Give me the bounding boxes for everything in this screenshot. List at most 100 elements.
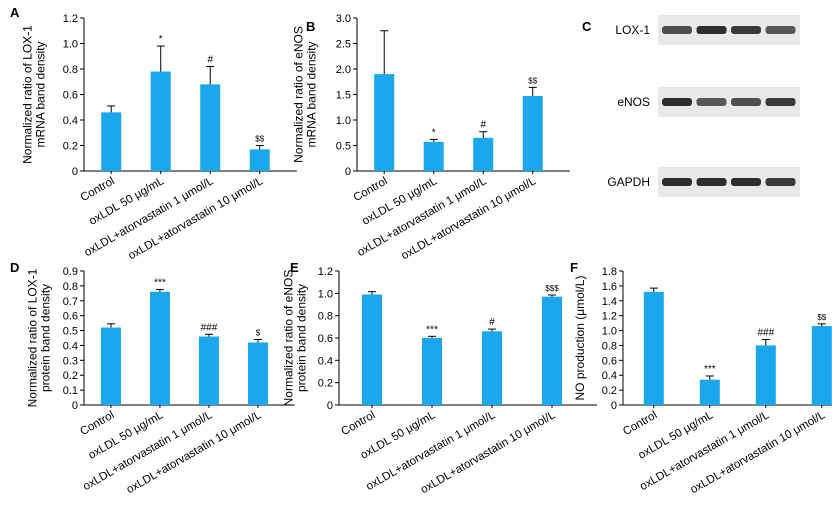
panel-letter-e: E bbox=[290, 260, 299, 275]
y-axis-label: Normalized ratio of LOX-1 bbox=[26, 268, 40, 407]
bar-4 bbox=[811, 326, 832, 405]
y-tick-label: 1.8 bbox=[602, 266, 617, 278]
y-tick-label: 0.8 bbox=[63, 64, 78, 76]
y-axis-label: Normalized ratio of LOX-1 bbox=[21, 25, 35, 164]
significance-label: $$ bbox=[255, 135, 264, 144]
bar-1 bbox=[101, 112, 122, 171]
y-axis-label: protein band density bbox=[295, 284, 309, 392]
significance-label: ### bbox=[757, 327, 774, 338]
blot-band bbox=[696, 26, 727, 34]
y-tick-label: 0.5 bbox=[63, 326, 78, 338]
y-tick-label: 2.0 bbox=[336, 64, 351, 76]
bar-1 bbox=[643, 291, 664, 405]
significance-label: $$ bbox=[817, 313, 826, 322]
bar-2 bbox=[423, 141, 444, 171]
category-label: Control bbox=[78, 409, 116, 438]
y-tick-label: 1.6 bbox=[602, 281, 617, 293]
panel-letter-c: C bbox=[582, 19, 592, 34]
y-tick-label: 0.3 bbox=[63, 355, 78, 367]
y-tick-label: 1.0 bbox=[336, 115, 351, 127]
y-axis-label: mRNA band density bbox=[305, 41, 319, 147]
category-label: Control bbox=[339, 409, 377, 438]
panel-letter-b: B bbox=[306, 19, 315, 34]
significance-label: $ bbox=[256, 328, 261, 337]
blot-band bbox=[731, 26, 761, 34]
y-axis-label: NO production (μmol/L) bbox=[573, 276, 587, 401]
significance-label: # bbox=[489, 317, 495, 328]
blot-band bbox=[696, 178, 727, 186]
bar-4 bbox=[249, 149, 270, 171]
y-tick-label: 0 bbox=[72, 400, 78, 412]
panel-f-chart: F 0 0.2 0.4 0.6 0.8 1.0 1.2 1.4 1.6 1.8 NO producti… bbox=[570, 260, 832, 496]
bar-2 bbox=[422, 338, 442, 405]
bar-4 bbox=[247, 342, 268, 405]
y-axis-label: mRNA band density bbox=[34, 41, 48, 147]
y-tick-label: 0.2 bbox=[318, 378, 333, 390]
y-tick-label: 0.1 bbox=[63, 385, 78, 397]
bar-1 bbox=[362, 294, 382, 405]
category-label: Control bbox=[79, 175, 117, 204]
significance-label: $$$ bbox=[545, 284, 559, 293]
panel-letter-f: F bbox=[570, 260, 578, 275]
y-tick-label: 1.0 bbox=[318, 288, 333, 300]
y-tick-label: 1.5 bbox=[336, 90, 351, 102]
bar-3 bbox=[200, 84, 221, 171]
bar-3 bbox=[198, 336, 219, 405]
bar-3 bbox=[473, 137, 494, 171]
panel-b-chart: B 0 0.5 1.0 1.5 2.0 2.5 3.0 Normalized ratio of … bbox=[292, 13, 570, 262]
y-tick-label: 1.2 bbox=[602, 311, 617, 323]
blot-band bbox=[696, 98, 727, 106]
blot-band bbox=[765, 178, 796, 186]
blot-row-label: GAPDH bbox=[607, 175, 650, 189]
y-tick-label: 0.5 bbox=[336, 141, 351, 153]
y-tick-label: 0.4 bbox=[63, 115, 78, 127]
significance-label: *** bbox=[704, 364, 716, 375]
y-tick-label: 0.6 bbox=[63, 311, 78, 323]
blot-band bbox=[662, 98, 692, 106]
category-label: Control bbox=[352, 175, 390, 204]
bar-4 bbox=[522, 96, 543, 171]
y-tick-label: 0 bbox=[611, 400, 617, 412]
y-tick-label: 0.2 bbox=[602, 385, 617, 397]
significance-label: # bbox=[480, 120, 486, 131]
y-tick-label: 0.6 bbox=[63, 90, 78, 102]
y-tick-label: 0 bbox=[327, 400, 333, 412]
panel-e-chart: E 0 0.2 0.4 0.6 0.8 1.0 1.2 Normalized ratio of … bbox=[282, 260, 597, 496]
panel-letter-d: D bbox=[10, 260, 19, 275]
blot-band bbox=[662, 178, 692, 186]
bar-4 bbox=[542, 296, 562, 405]
y-tick-label: 0.8 bbox=[318, 311, 333, 323]
y-tick-label: 0 bbox=[345, 166, 351, 178]
y-tick-label: 0.8 bbox=[602, 340, 617, 352]
category-label: Control bbox=[621, 409, 659, 438]
y-tick-label: 0.4 bbox=[63, 340, 78, 352]
significance-label: $$ bbox=[528, 76, 537, 85]
y-tick-label: 0 bbox=[72, 166, 78, 178]
significance-label: * bbox=[432, 127, 436, 138]
y-tick-label: 0.7 bbox=[63, 296, 78, 308]
bar-3 bbox=[482, 331, 502, 405]
panel-d-chart: D 0 0.1 0.2 0.3 0.4 0.5 0.6 0.7 0.8 0.9 Normalized … bbox=[10, 260, 295, 496]
blot-row-label: LOX-1 bbox=[615, 23, 650, 37]
bar-2 bbox=[150, 71, 171, 171]
blot-band bbox=[765, 26, 796, 34]
significance-label: # bbox=[207, 54, 213, 65]
y-tick-label: 0.9 bbox=[63, 266, 78, 278]
bar-1 bbox=[374, 74, 395, 171]
y-tick-label: 0.4 bbox=[602, 370, 617, 382]
bar-3 bbox=[755, 345, 776, 405]
significance-label: ### bbox=[201, 322, 218, 333]
blot-band bbox=[765, 98, 796, 106]
y-tick-label: 1.0 bbox=[63, 39, 78, 51]
y-tick-label: 1.4 bbox=[602, 296, 617, 308]
panel-c-western-blot: C LOX-1 eNOS GAPDH bbox=[582, 15, 800, 197]
significance-label: *** bbox=[154, 278, 166, 289]
y-tick-label: 3.0 bbox=[336, 13, 351, 25]
panel-a-chart: A 0 0.2 0.4 0.6 0.8 1.0 1.2 Normalized ratio of … bbox=[10, 5, 297, 262]
y-tick-label: 2.5 bbox=[336, 39, 351, 51]
blot-band bbox=[731, 98, 761, 106]
y-tick-label: 1.2 bbox=[318, 266, 333, 278]
y-axis-label: Normalized ratio of eNOS bbox=[292, 26, 306, 163]
panel-letter-a: A bbox=[10, 5, 20, 20]
